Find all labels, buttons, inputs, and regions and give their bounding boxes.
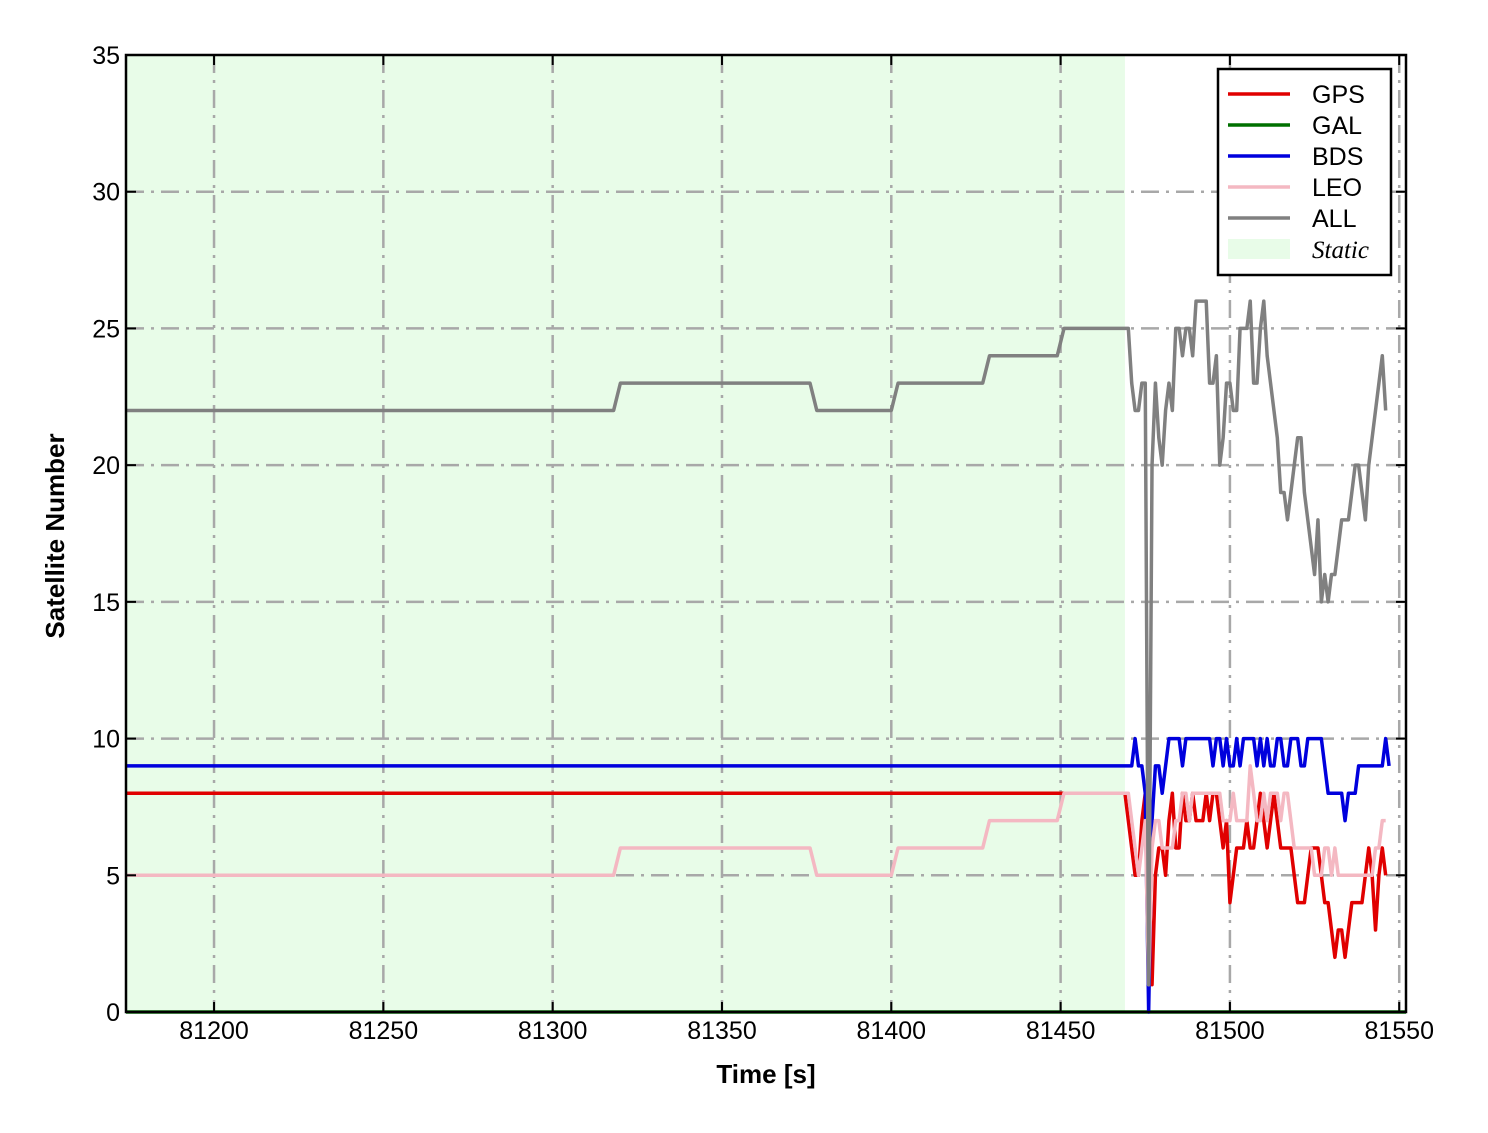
series-line-all — [126, 299, 1388, 987]
x-tick-label-7: 81550 — [1364, 1017, 1434, 1045]
grid-lines — [126, 55, 1406, 1012]
legend-label-bds: BDS — [1312, 143, 1363, 171]
y-axis-title: Satellite Number — [40, 433, 70, 638]
series-line-gps — [126, 791, 1388, 987]
y-axis-ticks: 0 5 10 15 20 25 30 35 — [92, 42, 1406, 1027]
plot-frame — [124, 53, 1408, 1014]
x-tick-label-6: 81500 — [1195, 1017, 1265, 1045]
x-axis-ticks: 81200 81250 81300 81350 81400 81450 81500 81550 — [179, 55, 1434, 1045]
x-tick-label-2: 81300 — [518, 1017, 588, 1045]
x-tick-label-5: 81450 — [1026, 1017, 1096, 1045]
legend-label-gal: GAL — [1312, 112, 1362, 140]
y-tick-label-0: 0 — [106, 999, 120, 1027]
legend-swatch-static — [1228, 239, 1290, 259]
legend-label-leo: LEO — [1312, 174, 1362, 202]
legend: GPS GAL BDS LEO ALL Static — [1216, 67, 1393, 277]
legend-label-gps: GPS — [1312, 81, 1365, 109]
legend-label-all: ALL — [1312, 205, 1357, 233]
y-tick-label-7: 35 — [92, 42, 120, 70]
y-tick-label-6: 30 — [92, 179, 120, 207]
y-tick-label-2: 10 — [92, 726, 120, 754]
static-shaded-region — [126, 55, 1125, 1012]
x-tick-label-3: 81350 — [687, 1017, 757, 1045]
y-tick-label-4: 20 — [92, 452, 120, 480]
x-tick-label-0: 81200 — [179, 1017, 249, 1045]
series-line-bds — [126, 736, 1391, 1014]
y-tick-label-5: 25 — [92, 315, 120, 343]
series-line-leo — [126, 764, 1386, 987]
y-tick-label-3: 15 — [92, 589, 120, 617]
y-tick-label-1: 5 — [106, 862, 120, 890]
x-axis-title: Time [s] — [716, 1059, 815, 1089]
x-tick-label-1: 81250 — [349, 1017, 419, 1045]
legend-label-static: Static — [1312, 237, 1369, 264]
x-tick-label-4: 81400 — [857, 1017, 927, 1045]
